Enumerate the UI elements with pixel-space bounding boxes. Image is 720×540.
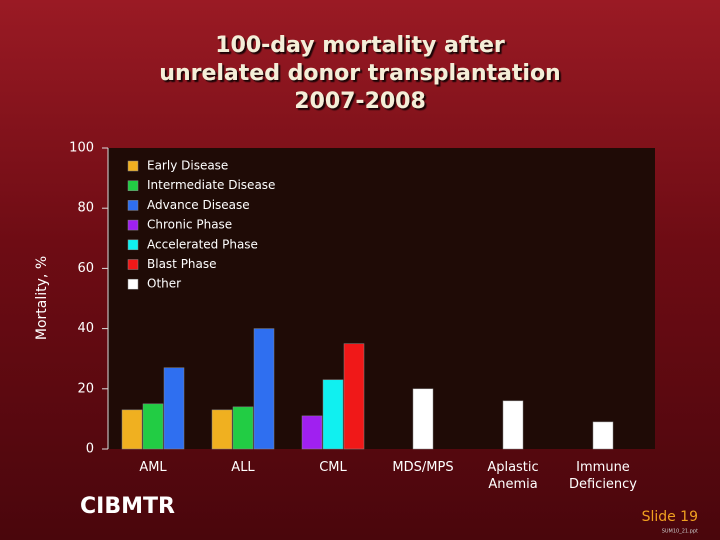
y-tick-label: 20 — [77, 381, 94, 396]
legend-label: Intermediate Disease — [147, 178, 275, 192]
x-tick-label: AML — [139, 460, 167, 475]
bar — [502, 400, 524, 450]
bar — [211, 409, 233, 450]
x-tick-label: CML — [319, 460, 347, 475]
x-tick-label: Aplastic Anemia — [487, 460, 539, 492]
legend-swatch — [127, 278, 139, 290]
legend-swatch — [127, 160, 139, 172]
bar — [121, 409, 143, 450]
bar — [592, 421, 614, 450]
y-tick-label: 80 — [77, 201, 94, 216]
legend-swatch — [127, 200, 139, 211]
legend-label: Chronic Phase — [147, 218, 232, 232]
y-tick-label: 60 — [77, 261, 94, 276]
x-tick-label: ALL — [231, 460, 255, 475]
chart-title: 2007-2008 — [294, 89, 426, 114]
file-name: SUM10_21.ppt — [662, 529, 698, 535]
y-tick-label: 0 — [86, 442, 94, 457]
bar — [301, 415, 323, 450]
bar — [142, 403, 164, 450]
bar — [412, 388, 434, 450]
legend-label: Advance Disease — [147, 198, 250, 212]
legend-swatch — [127, 180, 139, 191]
logo: CIBMTR — [80, 494, 175, 519]
bar — [253, 328, 275, 450]
legend-swatch — [127, 259, 139, 270]
plot-area — [108, 148, 655, 449]
bar — [163, 367, 185, 450]
chart-title: 100-day mortality after — [215, 33, 505, 58]
legend-label: Blast Phase — [147, 257, 217, 271]
legend-label: Early Disease — [147, 159, 228, 173]
y-axis-label: Mortality, % — [34, 256, 50, 340]
y-tick-label: 40 — [77, 321, 94, 336]
chart-title: unrelated donor transplantation — [159, 61, 560, 86]
y-tick-label: 100 — [69, 141, 94, 156]
legend-label: Accelerated Phase — [147, 237, 258, 251]
slide-number: Slide 19 — [642, 509, 698, 525]
bar — [343, 343, 365, 450]
legend-label: Other — [147, 277, 181, 291]
bar — [322, 379, 344, 450]
legend-swatch — [127, 239, 139, 251]
x-tick-label: MDS/MPS — [392, 460, 454, 475]
x-tick-label: Immune Deficiency — [568, 460, 638, 492]
legend-swatch — [127, 219, 139, 231]
bar — [232, 406, 254, 450]
